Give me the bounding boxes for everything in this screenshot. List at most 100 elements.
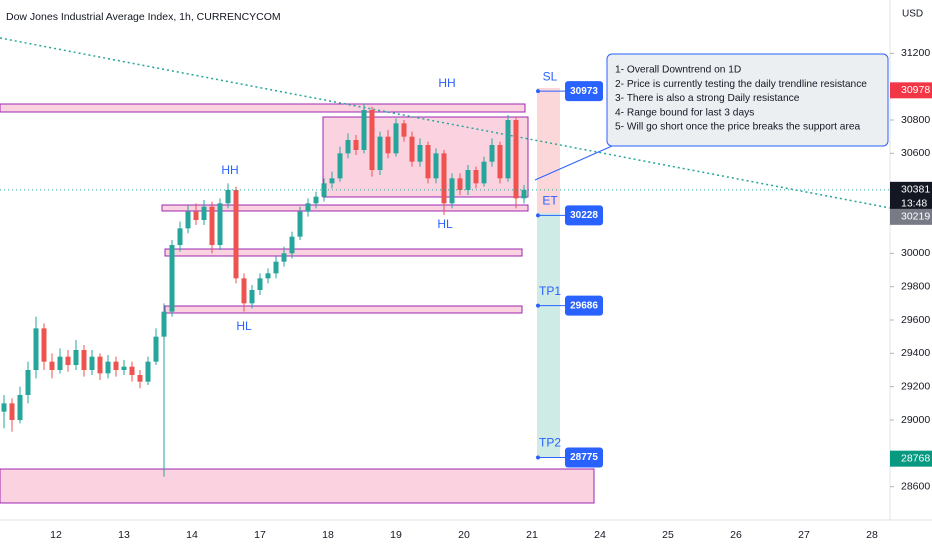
candle-body <box>121 366 127 370</box>
x-tick-label: 18 <box>322 529 334 541</box>
resistance-zone <box>0 103 526 113</box>
price-tag <box>890 82 932 99</box>
price-tag <box>890 208 932 225</box>
annotation: HL <box>236 319 252 333</box>
level-tag <box>565 81 603 102</box>
candle-body <box>305 203 311 212</box>
candle-body <box>433 153 439 179</box>
level-name: SL <box>543 69 558 83</box>
x-tick-label: 21 <box>526 529 538 541</box>
candle-body <box>297 211 303 237</box>
candle-body <box>337 153 343 179</box>
candle-body <box>145 361 151 382</box>
candle-body <box>265 273 271 279</box>
candle-body <box>65 356 71 365</box>
candle-body <box>161 311 167 337</box>
candle-body <box>385 136 391 154</box>
trendline <box>0 37 891 209</box>
candle-body <box>1 403 7 412</box>
candle-body <box>497 145 503 179</box>
candle-body <box>489 145 495 162</box>
level-tag <box>565 205 603 226</box>
candle-body <box>25 370 31 395</box>
candle-body <box>113 361 119 370</box>
candle-body <box>49 361 55 370</box>
candle-body <box>41 328 47 362</box>
level-value: 28775 <box>570 452 598 463</box>
candle-body <box>441 153 447 204</box>
candle-body <box>473 170 479 184</box>
candle-body <box>201 206 207 220</box>
support-zone <box>161 204 529 212</box>
candle-body <box>177 228 183 245</box>
price-tag-time: 13:48 <box>901 198 927 210</box>
x-tick-label: 26 <box>730 529 742 541</box>
x-tick-label: 17 <box>254 529 266 541</box>
candle-body <box>425 145 431 179</box>
candle-body <box>169 245 175 312</box>
candle-body <box>73 350 79 365</box>
candle-body <box>513 120 519 199</box>
candle-body <box>329 178 335 184</box>
candles <box>1 103 527 477</box>
candle-body <box>401 123 407 137</box>
y-tick-label: 30600 <box>901 147 930 159</box>
candle-body <box>289 236 295 254</box>
level-tag <box>565 447 603 468</box>
marks: HH HH HL HL SL 30973 ET 30228 TP1 29686 TP2 28775 30… <box>0 69 932 468</box>
note-line: 3- There is also a strong Daily resistan… <box>615 93 800 104</box>
candle-body <box>465 170 471 190</box>
candle-body <box>353 140 359 150</box>
price-tag <box>890 450 932 467</box>
candle-body <box>409 136 415 162</box>
demand-zone <box>0 468 595 504</box>
x-tick-label: 19 <box>390 529 402 541</box>
candle-body <box>57 356 63 370</box>
risk-zone <box>537 88 560 213</box>
callout-box <box>606 53 889 147</box>
x-tick-label: 12 <box>50 529 62 541</box>
x-tick-label: 28 <box>866 529 878 541</box>
candle-body <box>225 190 231 204</box>
candle-body <box>521 189 527 199</box>
callout-pointer <box>534 145 613 181</box>
candle-body <box>457 178 463 190</box>
candle-body <box>137 375 143 382</box>
candle-body <box>153 336 159 362</box>
x-tick-label: 25 <box>662 529 674 541</box>
y-tick-label: 31200 <box>901 47 930 59</box>
y-tick-label: 30800 <box>901 114 930 126</box>
x-tick-label: 27 <box>798 529 810 541</box>
y-tick-label: 28600 <box>901 480 930 492</box>
candle-body <box>273 261 279 274</box>
level-name: ET <box>542 194 558 208</box>
candle-body <box>505 120 511 179</box>
support-zone <box>164 305 523 314</box>
candle-body <box>241 278 247 304</box>
candle-body <box>97 356 103 374</box>
y-tick-label: 29800 <box>901 280 930 292</box>
candle-body <box>17 395 23 420</box>
price-tag-value: 30381 <box>901 184 930 196</box>
annotation: HH <box>438 76 455 90</box>
candle-body <box>217 203 223 245</box>
candle-body <box>89 356 95 370</box>
y-tick-label: 29200 <box>901 380 930 392</box>
candle-body <box>209 206 215 245</box>
candle-body <box>249 290 255 304</box>
note-line: 5- Will go short once the price breaks t… <box>615 121 861 132</box>
price-tag-value: 30978 <box>901 84 930 96</box>
candle-body <box>449 178 455 204</box>
support-zone <box>164 248 523 257</box>
annotation: HH <box>221 163 238 177</box>
candle-body <box>185 211 191 229</box>
y-tick-label: 30000 <box>901 247 930 259</box>
reward-zone <box>537 213 560 458</box>
candle-body <box>233 190 239 279</box>
candle-body <box>9 403 15 420</box>
price-tag-value: 30219 <box>901 211 930 223</box>
candle-body <box>129 366 135 375</box>
annotation: HL <box>437 217 453 231</box>
candle-body <box>33 328 39 370</box>
level-tag <box>565 295 603 316</box>
